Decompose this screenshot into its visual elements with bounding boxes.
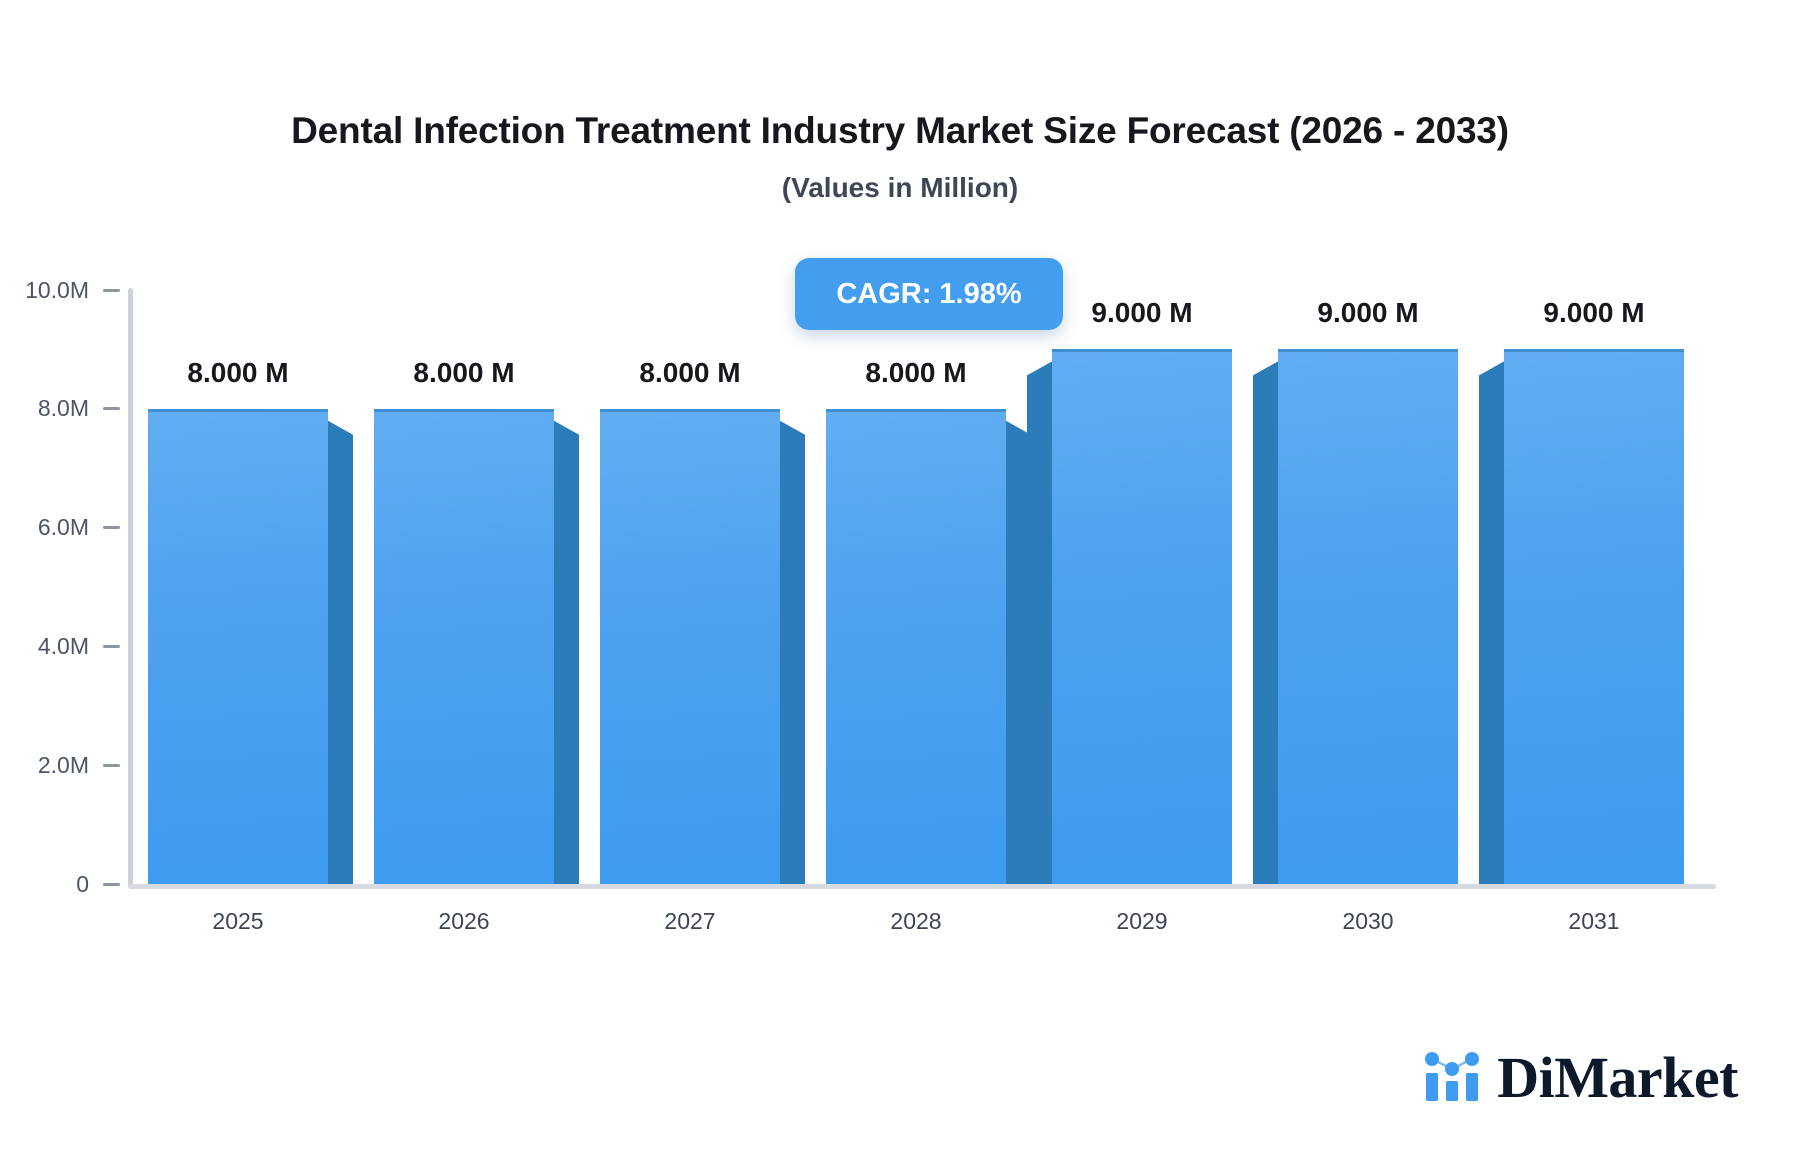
bar-3d-side: [780, 420, 805, 884]
bar-value-label: 8.000 M: [413, 356, 515, 388]
y-axis-line: [128, 288, 133, 888]
y-axis-tick-label: 6.0M: [37, 514, 89, 541]
bar-column[interactable]: [600, 408, 805, 884]
bar-3d-side: [1479, 361, 1504, 884]
dimarket-logo: DiMarket: [1423, 1047, 1738, 1108]
bar-value-label: 8.000 M: [639, 356, 741, 388]
y-axis-tick: 2.0M: [0, 750, 120, 780]
chart-subtitle: (Values in Million): [781, 172, 1019, 203]
bar-value-label: 8.000 M: [187, 356, 289, 388]
y-axis-tick-mark: [103, 288, 120, 292]
y-axis-tick-mark: [103, 644, 120, 648]
y-axis-tick: 6.0M: [0, 513, 120, 543]
bar-column[interactable]: [374, 408, 579, 884]
y-axis-tick-mark: [103, 526, 120, 530]
x-axis-label: 2029: [1116, 908, 1168, 934]
x-axis-label: 2028: [890, 908, 942, 934]
bar-front-face: [374, 408, 554, 884]
bar-column[interactable]: [1253, 349, 1458, 884]
x-axis-label: 2031: [1568, 908, 1620, 934]
y-axis-tick: 10.0M: [0, 275, 120, 305]
y-axis-tick: 4.0M: [0, 631, 120, 661]
bar-front-face: [826, 408, 1006, 884]
bar-3d-side: [1006, 420, 1031, 884]
y-axis-tick-mark: [103, 407, 120, 411]
x-axis-label: 2030: [1342, 908, 1394, 934]
bar-value-label: 9.000 M: [1091, 297, 1193, 329]
x-axis-label: 2026: [438, 908, 490, 934]
y-axis-tick-label: 4.0M: [37, 632, 89, 659]
bar-value-label: 9.000 M: [1317, 297, 1419, 329]
y-axis-tick: 8.0M: [0, 394, 120, 424]
bar-front-face: [1278, 349, 1458, 884]
y-axis-tick-label: 8.0M: [37, 395, 89, 422]
y-axis-tick: 0: [0, 869, 120, 899]
x-axis-label: 2025: [212, 908, 264, 934]
x-axis-line: [128, 884, 1716, 889]
logo-text: DiMarket: [1497, 1044, 1738, 1110]
bar-column[interactable]: [1027, 349, 1232, 884]
bar-chart-logo-icon: [1423, 1047, 1481, 1108]
y-axis-tick-mark: [103, 763, 120, 767]
y-axis-tick-label: 2.0M: [37, 751, 89, 778]
bar-value-label: 9.000 M: [1543, 297, 1645, 329]
bar-3d-side: [1253, 361, 1278, 884]
bar-front-face: [1052, 349, 1232, 884]
cagr-badge-label: CAGR: 1.98%: [836, 277, 1022, 310]
bar-front-face: [600, 408, 780, 884]
y-axis-tick-label: 0: [76, 870, 89, 897]
x-axis-label: 2027: [664, 908, 716, 934]
bar-column[interactable]: [826, 408, 1031, 884]
y-axis-tick-label: 10.0M: [25, 276, 89, 303]
chart-title: Dental Infection Treatment Industry Mark…: [291, 110, 1509, 151]
bar-3d-side: [554, 420, 579, 884]
bar-3d-side: [1027, 361, 1052, 884]
cagr-badge: CAGR: 1.98%: [795, 258, 1063, 330]
y-axis-tick-mark: [103, 882, 120, 886]
bar-column[interactable]: [148, 408, 353, 884]
bar-3d-side: [328, 420, 353, 884]
bar-front-face: [148, 408, 328, 884]
bar-front-face: [1504, 349, 1684, 884]
bar-column[interactable]: [1479, 349, 1684, 884]
bar-value-label: 8.000 M: [865, 356, 967, 388]
